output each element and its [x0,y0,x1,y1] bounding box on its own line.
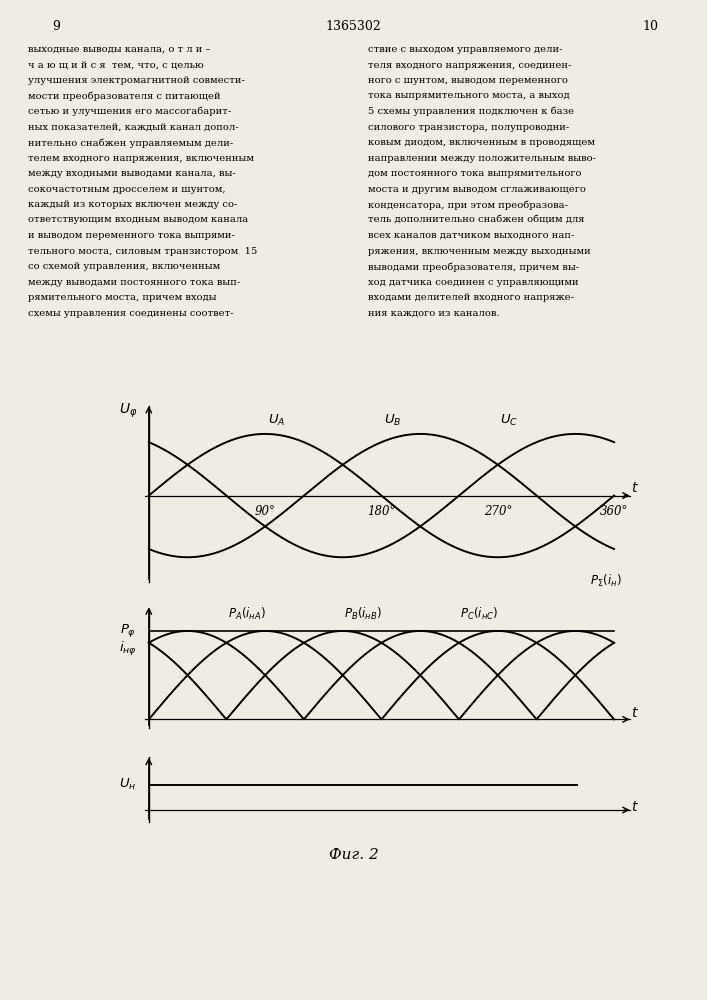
Text: $U_C$: $U_C$ [501,413,518,428]
Text: всех каналов датчиком выходного нап-: всех каналов датчиком выходного нап- [368,231,574,240]
Text: Фиг. 2: Фиг. 2 [329,848,378,862]
Text: ч а ю щ и й с я  тем, что, с целью: ч а ю щ и й с я тем, что, с целью [28,60,204,70]
Text: силового транзистора, полупроводни-: силового транзистора, полупроводни- [368,122,569,131]
Text: $t$: $t$ [631,481,638,495]
Text: ного с шунтом, выводом переменного: ного с шунтом, выводом переменного [368,76,568,85]
Text: ковым диодом, включенным в проводящем: ковым диодом, включенным в проводящем [368,138,595,147]
Text: рямительного моста, причем входы: рямительного моста, причем входы [28,293,217,302]
Text: сетью и улучшения его массогабарит-: сетью и улучшения его массогабарит- [28,107,231,116]
Text: $U_н$: $U_н$ [119,777,136,792]
Text: ствие с выходом управляемого дели-: ствие с выходом управляемого дели- [368,45,562,54]
Text: каждый из которых включен между со-: каждый из которых включен между со- [28,200,238,209]
Text: телем входного напряжения, включенным: телем входного напряжения, включенным [28,154,255,163]
Text: моста и другим выводом сглаживающего: моста и другим выводом сглаживающего [368,185,585,194]
Text: теля входного напряжения, соединен-: теля входного напряжения, соединен- [368,60,571,70]
Text: $U_B$: $U_B$ [385,413,402,428]
Text: 180°: 180° [367,505,396,518]
Text: $t$: $t$ [631,706,638,720]
Text: сокочастотным дросселем и шунтом,: сокочастотным дросселем и шунтом, [28,185,226,194]
Text: улучшения электромагнитной совмести-: улучшения электромагнитной совмести- [28,76,245,85]
Text: 10: 10 [643,19,658,32]
Text: ряжения, включенным между выходными: ряжения, включенным между выходными [368,246,590,255]
Text: 9: 9 [52,19,61,32]
Text: тельного моста, силовым транзистором  15: тельного моста, силовым транзистором 15 [28,246,257,255]
Text: $P_\varphi$: $P_\varphi$ [120,622,136,639]
Text: мости преобразователя с питающей: мости преобразователя с питающей [28,92,221,101]
Text: тель дополнительно снабжен общим для: тель дополнительно снабжен общим для [368,216,584,225]
Text: 360°: 360° [600,505,629,518]
Text: $U_A$: $U_A$ [268,413,286,428]
Text: 5 схемы управления подключен к базе: 5 схемы управления подключен к базе [368,107,574,116]
Text: $t$: $t$ [631,800,638,814]
Text: $i_{н\varphi}$: $i_{н\varphi}$ [119,640,137,658]
Text: тока выпрямительного моста, а выход: тока выпрямительного моста, а выход [368,92,569,101]
Text: со схемой управления, включенным: со схемой управления, включенным [28,262,221,271]
Text: $U_\varphi$: $U_\varphi$ [119,401,137,420]
Text: схемы управления соединены соответ-: схемы управления соединены соответ- [28,308,234,318]
Text: $P_B(i_{нB})$: $P_B(i_{нB})$ [344,606,382,622]
Text: $P_C(i_{нC})$: $P_C(i_{нC})$ [460,606,498,622]
Text: ход датчика соединен с управляющими: ход датчика соединен с управляющими [368,278,578,287]
Text: между входными выводами канала, вы-: между входными выводами канала, вы- [28,169,236,178]
Text: ответствующим входным выводом канала: ответствующим входным выводом канала [28,216,249,225]
Text: $P_\Sigma(i_н)$: $P_\Sigma(i_н)$ [590,573,621,589]
Text: дом постоянного тока выпрямительного: дом постоянного тока выпрямительного [368,169,581,178]
Text: ных показателей, каждый канал допол-: ных показателей, каждый канал допол- [28,122,239,131]
Text: входами делителей входного напряже-: входами делителей входного напряже- [368,293,573,302]
Text: 90°: 90° [255,505,276,518]
Text: конденсатора, при этом преобразова-: конденсатора, при этом преобразова- [368,200,568,210]
Text: выводами преобразователя, причем вы-: выводами преобразователя, причем вы- [368,262,579,271]
Text: выходные выводы канала, о т л и –: выходные выводы канала, о т л и – [28,45,211,54]
Text: между выводами постоянного тока вып-: между выводами постоянного тока вып- [28,278,240,287]
Text: направлении между положительным выво-: направлении между положительным выво- [368,154,595,163]
Text: $P_A(i_{нA})$: $P_A(i_{нA})$ [228,606,265,622]
Text: и выводом переменного тока выпрями-: и выводом переменного тока выпрями- [28,231,235,240]
Text: 1365302: 1365302 [326,19,381,32]
Text: ния каждого из каналов.: ния каждого из каналов. [368,308,499,318]
Text: нительно снабжен управляемым дели-: нительно снабжен управляемым дели- [28,138,233,147]
Text: 270°: 270° [484,505,512,518]
